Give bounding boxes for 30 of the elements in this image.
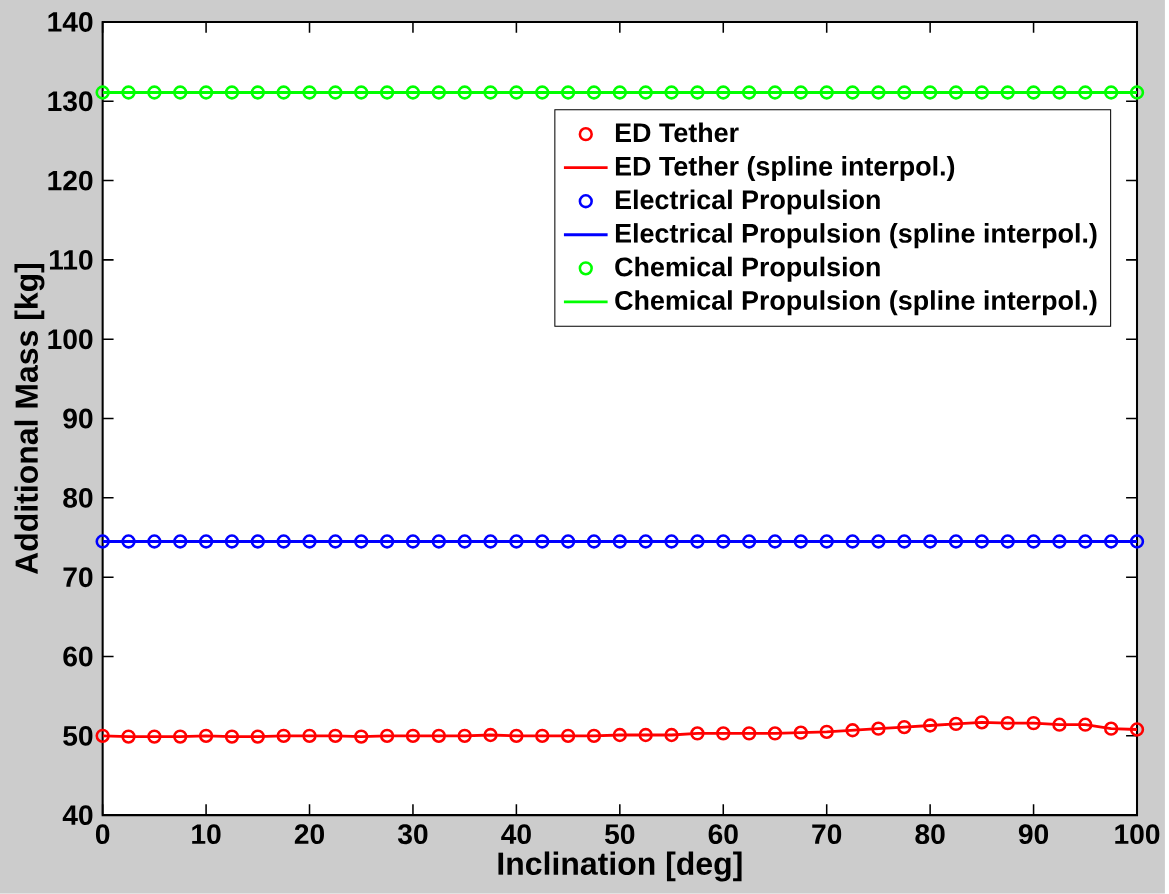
legend-label: ED Tether (spline interpol.) [615,156,955,182]
y-tick-label: 80 [63,487,93,508]
x-tick-label: 100 [1115,824,1160,845]
y-tick-label: 70 [63,567,93,588]
x-tick-label: 70 [812,824,842,845]
legend-label: Electrical Propulsion [615,189,880,215]
y-tick-label: 50 [63,725,93,746]
y-tick-label: 140 [48,12,93,32]
x-tick-label: 60 [708,824,738,845]
legend-label: ED Tether [615,122,739,143]
x-axis-title: Inclination [deg] [498,851,742,882]
x-tick-label: 30 [397,824,428,845]
y-tick-label: 130 [48,91,93,112]
legend-label: Chemical Propulsion [615,256,880,282]
x-tick-label: 20 [294,824,324,845]
y-tick-label: 110 [49,250,93,270]
x-tick-label: 10 [192,824,221,845]
x-tick-label: 80 [915,824,945,845]
y-axis-title: Additional Mass [kg] [14,264,45,575]
x-tick-label: 90 [1018,824,1049,845]
y-tick-label: 120 [48,170,93,191]
y-tick-label: 90 [63,408,93,429]
x-tick-label: 40 [501,824,531,845]
y-tick-label: 40 [62,805,93,826]
y-tick-label: 60 [63,646,93,667]
x-tick-label: 50 [605,824,635,845]
x-tick-label: 0 [95,824,110,845]
y-tick-label: 100 [48,329,93,350]
legend-label: Electrical Propulsion (spline interpol.) [615,223,1097,249]
legend-label: Chemical Propulsion (spline interpol.) [615,290,1097,316]
